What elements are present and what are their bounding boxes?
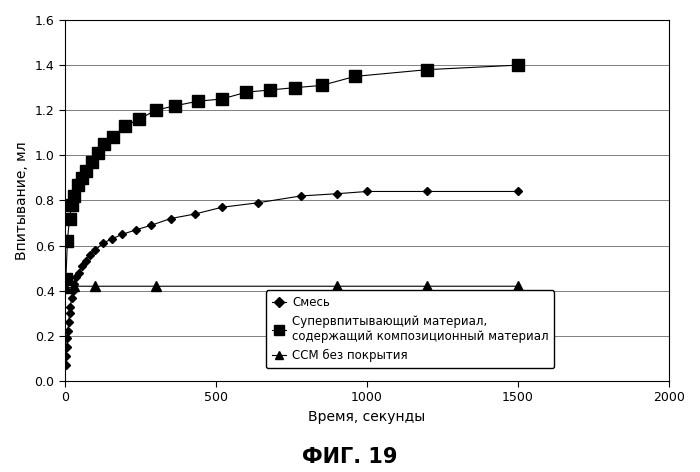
X-axis label: Время, секунды: Время, секунды	[309, 410, 426, 424]
Legend: Смесь, Супервпитывающий материал,
содержащий композиционный материал, ССМ без по: Смесь, Супервпитывающий материал, содерж…	[266, 290, 554, 368]
Text: ФИГ. 19: ФИГ. 19	[302, 447, 398, 467]
Y-axis label: Впитывание, мл: Впитывание, мл	[15, 141, 29, 260]
